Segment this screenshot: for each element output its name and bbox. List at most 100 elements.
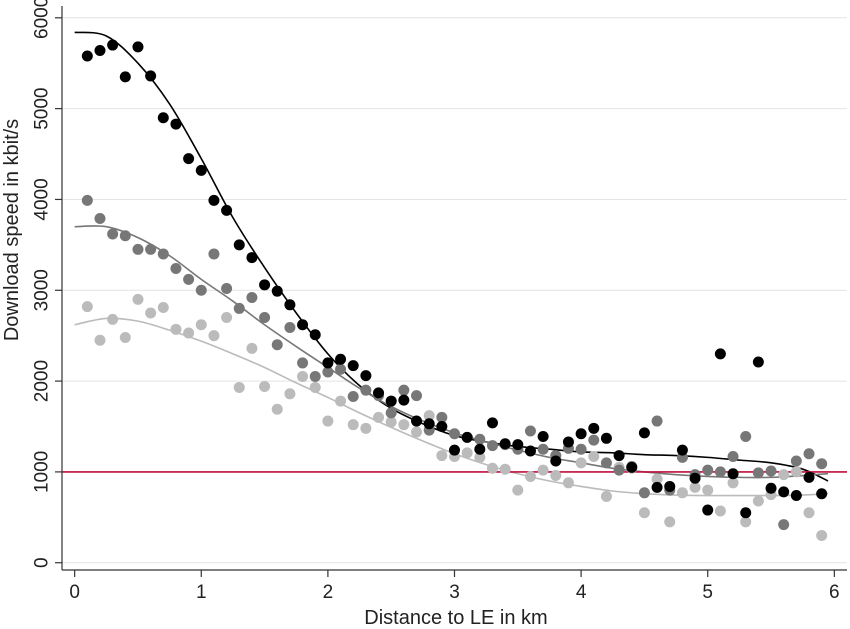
data-point-series-3 bbox=[436, 450, 448, 462]
data-point-series-1 bbox=[562, 436, 574, 448]
y-axis-title: Download speed in kbit/s bbox=[1, 119, 23, 341]
data-point-series-2 bbox=[816, 458, 828, 470]
data-point-series-3 bbox=[702, 484, 714, 496]
data-point-series-1 bbox=[676, 444, 688, 456]
data-point-series-3 bbox=[398, 419, 410, 431]
data-point-series-3 bbox=[145, 307, 157, 319]
data-point-series-2 bbox=[449, 428, 460, 440]
data-point-series-1 bbox=[613, 450, 625, 462]
data-point-series-1 bbox=[702, 504, 714, 516]
data-point-series-1 bbox=[119, 71, 131, 83]
data-point-series-1 bbox=[335, 353, 347, 365]
data-point-series-1 bbox=[765, 482, 777, 494]
data-point-series-3 bbox=[132, 293, 144, 305]
data-point-series-3 bbox=[284, 388, 296, 400]
data-point-series-1 bbox=[132, 41, 144, 53]
data-point-series-3 bbox=[575, 457, 587, 469]
data-point-series-1 bbox=[233, 239, 245, 251]
y-tick-label: 2000 bbox=[32, 360, 53, 402]
data-point-series-2 bbox=[474, 433, 486, 445]
data-point-series-2 bbox=[170, 262, 182, 274]
data-point-series-2 bbox=[259, 312, 271, 324]
data-point-series-2 bbox=[524, 425, 536, 437]
data-point-series-3 bbox=[474, 451, 486, 463]
data-point-series-3 bbox=[335, 395, 347, 407]
data-point-series-2 bbox=[360, 384, 372, 396]
data-point-series-1 bbox=[816, 488, 828, 500]
data-point-series-2 bbox=[335, 363, 347, 375]
data-point-series-3 bbox=[689, 481, 701, 493]
data-point-series-2 bbox=[385, 407, 397, 419]
data-point-series-1 bbox=[575, 428, 587, 440]
data-point-series-2 bbox=[145, 243, 157, 255]
x-tick-label: 2 bbox=[323, 582, 334, 603]
data-point-series-2 bbox=[233, 302, 245, 314]
data-point-series-2 bbox=[221, 282, 233, 294]
data-point-series-2 bbox=[727, 450, 739, 462]
data-point-series-2 bbox=[183, 273, 195, 285]
data-point-series-3 bbox=[714, 505, 726, 517]
axes bbox=[55, 6, 847, 577]
data-point-series-3 bbox=[499, 463, 511, 475]
x-tick-label: 0 bbox=[69, 582, 80, 603]
data-point-series-3 bbox=[512, 484, 524, 496]
data-point-series-3 bbox=[360, 422, 372, 434]
data-point-series-1 bbox=[626, 461, 638, 473]
x-tick-label: 1 bbox=[196, 582, 207, 603]
data-point-series-3 bbox=[94, 334, 106, 346]
data-point-series-2 bbox=[107, 228, 119, 240]
data-point-series-2 bbox=[537, 443, 549, 455]
y-tick-label: 3000 bbox=[32, 269, 53, 311]
data-point-series-2 bbox=[752, 467, 764, 479]
data-point-series-3 bbox=[638, 507, 650, 519]
data-point-series-3 bbox=[119, 331, 131, 343]
data-point-series-3 bbox=[423, 410, 435, 422]
data-point-series-3 bbox=[778, 469, 790, 481]
data-point-series-3 bbox=[664, 516, 676, 528]
data-point-series-1 bbox=[499, 438, 511, 450]
data-point-series-3 bbox=[588, 450, 600, 462]
data-points bbox=[81, 39, 828, 541]
data-point-series-1 bbox=[461, 431, 473, 443]
data-point-series-1 bbox=[297, 319, 309, 331]
data-point-series-2 bbox=[94, 213, 106, 225]
data-point-series-1 bbox=[778, 486, 790, 498]
data-point-series-2 bbox=[613, 464, 625, 476]
data-point-series-3 bbox=[816, 529, 828, 541]
data-point-series-3 bbox=[550, 470, 562, 482]
data-point-series-1 bbox=[600, 432, 612, 444]
data-point-series-1 bbox=[638, 427, 650, 439]
data-point-series-2 bbox=[740, 430, 752, 442]
data-point-series-3 bbox=[195, 319, 207, 331]
data-point-series-2 bbox=[702, 464, 714, 476]
data-point-series-2 bbox=[436, 411, 448, 423]
data-point-series-2 bbox=[195, 284, 207, 296]
data-point-series-3 bbox=[600, 490, 612, 502]
data-point-series-1 bbox=[170, 118, 182, 130]
data-point-series-3 bbox=[259, 381, 271, 393]
data-point-series-1 bbox=[752, 356, 764, 368]
data-point-series-3 bbox=[309, 381, 321, 393]
data-point-series-1 bbox=[411, 415, 423, 427]
data-point-series-2 bbox=[765, 465, 777, 477]
data-point-series-2 bbox=[157, 248, 169, 260]
data-point-series-1 bbox=[727, 468, 739, 480]
data-point-series-3 bbox=[170, 323, 182, 335]
data-point-series-2 bbox=[81, 194, 93, 206]
data-point-series-2 bbox=[119, 230, 131, 242]
data-point-series-3 bbox=[347, 419, 359, 431]
tick-labels: 0 1000 2000 3000 4000 5000 6000 0 1 2 3 4 5 6 bbox=[32, 0, 840, 603]
data-point-series-1 bbox=[803, 471, 815, 483]
data-point-series-1 bbox=[246, 252, 258, 264]
y-tick-label: 4000 bbox=[32, 178, 53, 220]
data-point-series-2 bbox=[790, 455, 802, 467]
data-point-series-3 bbox=[297, 371, 309, 383]
data-point-series-3 bbox=[157, 302, 169, 314]
data-point-series-3 bbox=[208, 330, 220, 342]
data-point-series-1 bbox=[689, 472, 701, 484]
data-point-series-1 bbox=[588, 422, 600, 434]
x-tick-label: 3 bbox=[449, 582, 460, 603]
y-tick-label: 6000 bbox=[32, 0, 53, 39]
data-point-series-1 bbox=[512, 439, 524, 451]
